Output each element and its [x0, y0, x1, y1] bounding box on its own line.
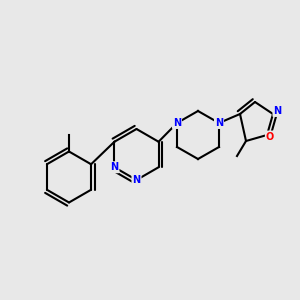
Text: N: N — [132, 175, 141, 185]
Text: N: N — [215, 118, 223, 128]
Text: N: N — [273, 106, 282, 116]
Text: N: N — [173, 118, 181, 128]
Text: N: N — [110, 162, 118, 172]
Text: O: O — [266, 131, 274, 142]
